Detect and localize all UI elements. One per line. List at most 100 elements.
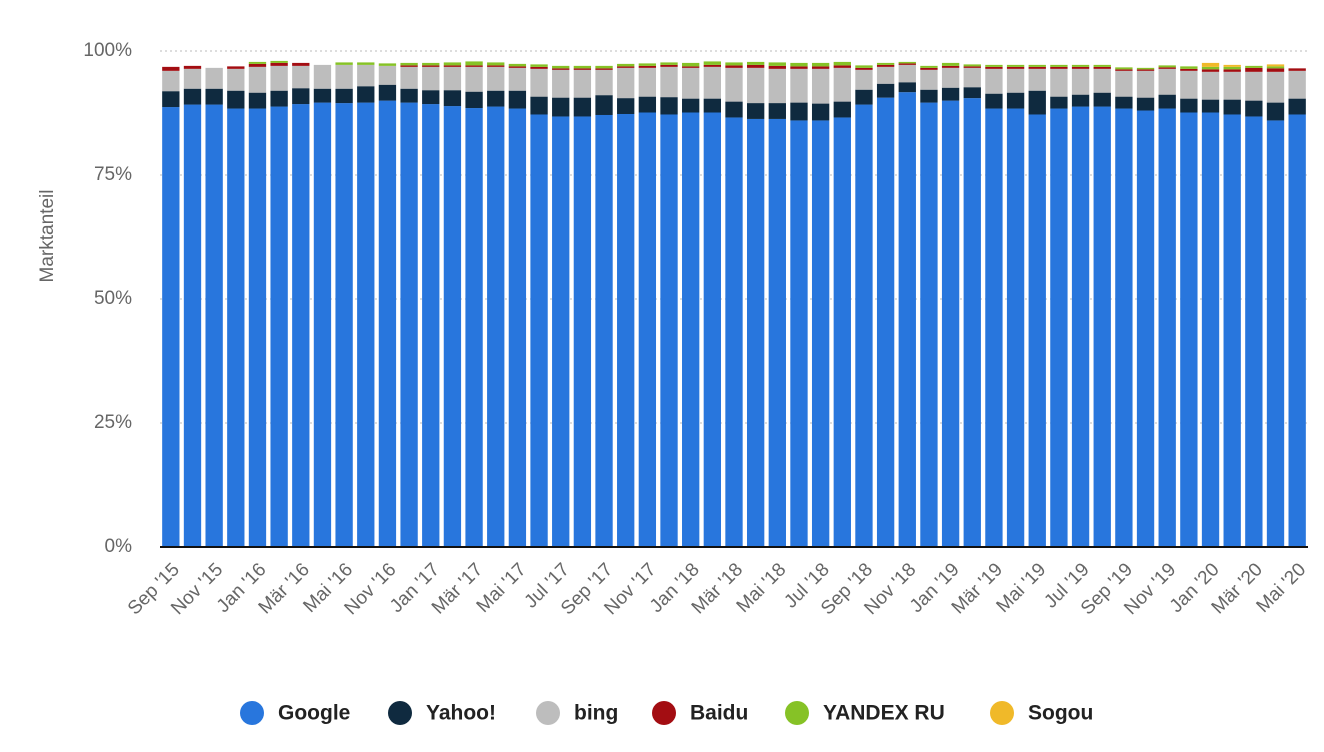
bar-segment bbox=[335, 64, 353, 89]
bar-segment bbox=[811, 103, 830, 121]
bar-segment bbox=[1180, 68, 1198, 71]
bar-segment bbox=[790, 62, 808, 67]
bar-segment bbox=[1201, 99, 1220, 113]
bar-segment bbox=[985, 108, 1003, 547]
bar-segment bbox=[227, 90, 245, 109]
legend-label: Sogou bbox=[1028, 702, 1093, 725]
bar-segment bbox=[465, 61, 483, 66]
bar-segment bbox=[1223, 99, 1241, 115]
bar-segment bbox=[1180, 98, 1198, 113]
bar-segment bbox=[552, 116, 570, 548]
bar-segment bbox=[617, 98, 635, 114]
bar-segment bbox=[443, 65, 462, 67]
bar-segment bbox=[595, 114, 613, 547]
bar-segment bbox=[790, 68, 808, 103]
bar-segment bbox=[768, 118, 786, 548]
bar-segment bbox=[400, 88, 418, 103]
bar-segment bbox=[183, 68, 202, 89]
bar-segment bbox=[1245, 65, 1263, 68]
bar-segment bbox=[487, 106, 505, 547]
bar-segment bbox=[617, 113, 635, 547]
bar-segment bbox=[508, 66, 527, 68]
bar-segment bbox=[1050, 68, 1068, 97]
bar-segment bbox=[1115, 70, 1133, 97]
bar-segment bbox=[1223, 66, 1241, 70]
bar-segment bbox=[1180, 70, 1198, 99]
bar-segment bbox=[378, 63, 397, 66]
bar-segment bbox=[227, 66, 245, 69]
bar-segment bbox=[833, 61, 851, 66]
bar-segment bbox=[248, 63, 267, 67]
legend-swatch bbox=[652, 701, 676, 725]
bar-segment bbox=[205, 88, 223, 105]
bar-segment bbox=[508, 63, 527, 67]
bar-segment bbox=[270, 60, 288, 63]
bar-segment bbox=[465, 108, 483, 547]
bar-segment bbox=[1136, 110, 1155, 548]
bar-segment bbox=[1201, 66, 1220, 70]
bar-segment bbox=[703, 112, 722, 547]
bar-segment bbox=[941, 67, 960, 88]
bar-segment bbox=[248, 92, 267, 109]
bar-segment bbox=[552, 65, 570, 69]
y-tick-label: 25% bbox=[94, 412, 132, 433]
bar-segment bbox=[335, 62, 353, 65]
bar-segment bbox=[465, 65, 483, 67]
bar-segment bbox=[703, 61, 722, 65]
bar-segment bbox=[1201, 112, 1220, 547]
bar-segment bbox=[920, 67, 938, 70]
bar-segment bbox=[443, 106, 462, 547]
bar-segment bbox=[1071, 94, 1090, 107]
bar-segment bbox=[1028, 114, 1046, 547]
bar-segment bbox=[876, 64, 895, 67]
bar-segment bbox=[595, 95, 613, 115]
bar-segment bbox=[876, 83, 895, 98]
bar-segment bbox=[682, 98, 700, 113]
bar-segment bbox=[963, 67, 981, 88]
bar-segment bbox=[898, 82, 916, 93]
bar-segment bbox=[660, 64, 678, 67]
bar-segment bbox=[1071, 106, 1090, 547]
bar-segment bbox=[465, 91, 483, 109]
bar-segment bbox=[1180, 66, 1198, 69]
bar-segment bbox=[876, 62, 895, 65]
bar-segment bbox=[1093, 66, 1111, 69]
bar-segment bbox=[768, 62, 786, 66]
bar-segment bbox=[682, 62, 700, 67]
bar-segment bbox=[1158, 94, 1176, 109]
bar-segment bbox=[920, 102, 938, 548]
bar-segment bbox=[941, 62, 960, 66]
bar-segment bbox=[876, 97, 895, 548]
bar-segment bbox=[400, 62, 418, 66]
bar-segment bbox=[1245, 116, 1263, 548]
bar-segment bbox=[1158, 65, 1176, 68]
bar-segment bbox=[963, 66, 981, 68]
bar-segment bbox=[1136, 67, 1155, 70]
bar-segment bbox=[703, 64, 722, 67]
y-tick-label: 50% bbox=[94, 288, 132, 309]
bar-segment bbox=[1223, 114, 1241, 547]
bar-segment bbox=[985, 64, 1003, 67]
bar-segment bbox=[530, 114, 548, 547]
bar-segment bbox=[746, 67, 765, 104]
bar-segment bbox=[573, 68, 592, 70]
bar-segment bbox=[898, 92, 916, 547]
bar-segment bbox=[811, 120, 830, 547]
bar-segment bbox=[1245, 71, 1263, 101]
bar-segment bbox=[682, 67, 700, 99]
bar-segment bbox=[1050, 108, 1068, 547]
bar-segment bbox=[487, 62, 505, 66]
bar-segment bbox=[855, 89, 873, 105]
bar-segment bbox=[1266, 102, 1285, 121]
bar-segment bbox=[833, 65, 851, 68]
bar-segment bbox=[617, 66, 635, 68]
bar-segment bbox=[357, 102, 375, 548]
bar-segment bbox=[638, 112, 657, 547]
bar-segment bbox=[1028, 68, 1046, 91]
y-tick-label: 75% bbox=[94, 164, 132, 185]
bar-segment bbox=[1223, 71, 1241, 100]
bar-segment bbox=[1266, 71, 1285, 103]
bar-segment bbox=[1028, 64, 1046, 67]
bar-segment bbox=[1266, 120, 1285, 547]
bar-segment bbox=[1115, 96, 1133, 109]
